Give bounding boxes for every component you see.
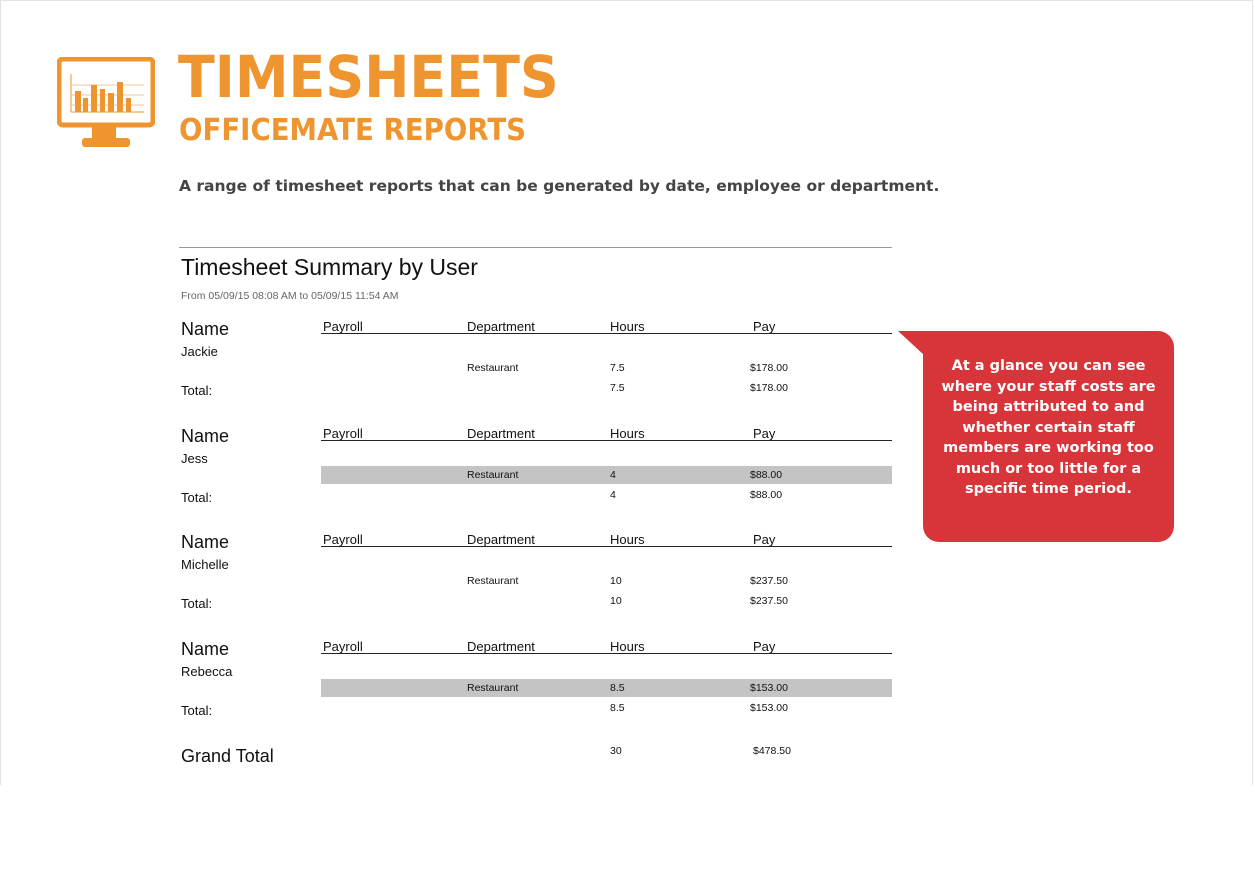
name-header: Name [181,639,230,659]
pay-header: Pay [753,319,776,334]
hours-header: Hours [610,639,645,654]
pay-header: Pay [753,532,776,547]
department-cell: Restaurant [467,575,519,587]
total-pay: $88.00 [750,489,783,501]
grand-total-pay: $478.50 [753,745,791,757]
user-section: Name Payroll Department Hours Pay Rebecc… [0,639,900,739]
pay-cell: $237.50 [750,575,788,587]
header-rule [321,653,892,654]
total-label: Total: [181,383,213,398]
payroll-header: Payroll [323,426,363,441]
hours-cell: 10 [610,575,622,587]
name-header: Name [181,532,230,552]
user-section: Name Payroll Department Hours Pay Jess R… [0,426,900,526]
hours-header: Hours [610,532,645,547]
employee-name: Michelle [181,557,229,572]
grand-total-label: Grand Total [181,746,274,766]
department-cell: Restaurant [467,362,519,374]
row-shading [321,679,892,697]
department-header: Department [467,426,535,441]
brand-subtitle: OFFICEMATE REPORTS [179,113,527,148]
department-header: Department [467,319,535,334]
user-section: Name Payroll Department Hours Pay Jackie… [0,319,900,419]
pay-header: Pay [753,639,776,654]
tagline: A range of timesheet reports that can be… [179,177,940,195]
total-label: Total: [181,596,213,611]
page-frame [0,0,1253,785]
employee-name: Rebecca [181,664,233,679]
pay-cell: $178.00 [750,362,788,374]
hours-header: Hours [610,319,645,334]
payroll-header: Payroll [323,319,363,334]
department-cell: Restaurant [467,469,519,481]
hours-cell: 4 [610,469,616,481]
brand-title: TIMESHEETS [178,43,559,111]
divider [179,247,892,248]
header-rule [321,440,892,441]
payroll-header: Payroll [323,639,363,654]
department-cell: Restaurant [467,682,519,694]
row-shading [321,466,892,484]
total-hours: 4 [610,489,616,501]
employee-name: Jackie [181,344,218,359]
total-pay: $237.50 [750,595,788,607]
total-label: Total: [181,490,213,505]
total-pay: $178.00 [750,382,788,394]
grand-total-hours: 30 [610,745,622,757]
total-label: Total: [181,703,213,718]
pay-cell: $88.00 [750,469,783,481]
report-title: Timesheet Summary by User [181,254,478,280]
name-header: Name [181,319,230,339]
date-range: From 05/09/15 08:08 AM to 05/09/15 11:54… [181,290,399,302]
department-header: Department [467,639,535,654]
user-section: Name Payroll Department Hours Pay Michel… [0,532,900,632]
total-hours: 8.5 [610,702,625,714]
pay-header: Pay [753,426,776,441]
payroll-header: Payroll [323,532,363,547]
total-pay: $153.00 [750,702,788,714]
pay-cell: $153.00 [750,682,788,694]
hours-cell: 7.5 [610,362,625,374]
callout-pointer [898,331,924,355]
header-rule [321,333,892,334]
monitor-bar-chart-icon [57,57,155,147]
department-header: Department [467,532,535,547]
total-hours: 7.5 [610,382,625,394]
employee-name: Jess [181,451,208,466]
hours-header: Hours [610,426,645,441]
hours-cell: 8.5 [610,682,625,694]
callout: At a glance you can see where your staff… [923,331,1174,542]
header-rule [321,546,892,547]
total-hours: 10 [610,595,622,607]
name-header: Name [181,426,230,446]
